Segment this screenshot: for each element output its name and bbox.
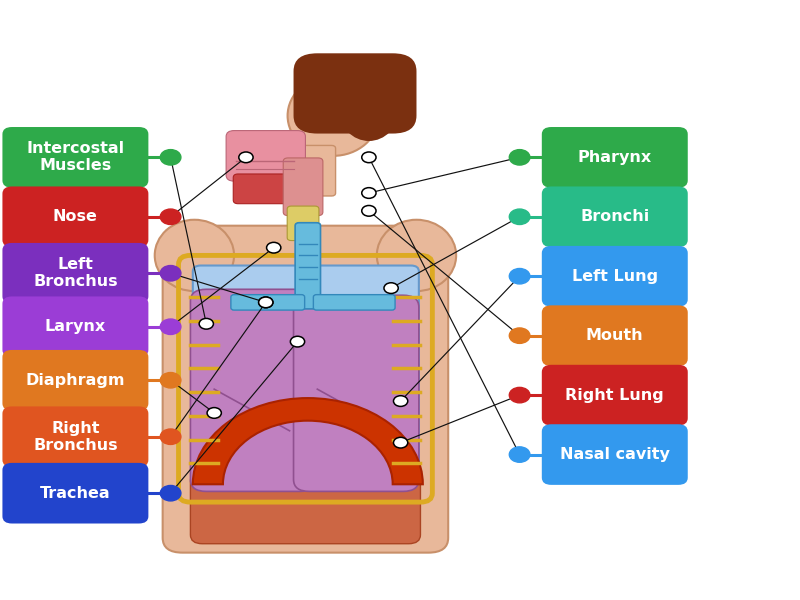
FancyBboxPatch shape <box>292 145 335 196</box>
Text: Nasal cavity: Nasal cavity <box>560 447 670 462</box>
Circle shape <box>160 485 181 501</box>
FancyBboxPatch shape <box>542 127 688 188</box>
Text: Mouth: Mouth <box>586 328 643 343</box>
Text: Left Lung: Left Lung <box>572 269 658 284</box>
FancyBboxPatch shape <box>287 206 319 241</box>
Text: Right
Bronchus: Right Bronchus <box>33 421 118 452</box>
FancyBboxPatch shape <box>542 305 688 366</box>
Text: Trachea: Trachea <box>40 485 110 500</box>
Text: Left
Bronchus: Left Bronchus <box>33 257 118 289</box>
FancyBboxPatch shape <box>294 295 419 491</box>
Text: Right Lung: Right Lung <box>566 388 664 403</box>
FancyBboxPatch shape <box>2 296 148 357</box>
FancyBboxPatch shape <box>283 158 323 215</box>
FancyBboxPatch shape <box>2 350 148 410</box>
FancyBboxPatch shape <box>231 295 305 310</box>
Circle shape <box>258 297 273 308</box>
FancyBboxPatch shape <box>2 127 148 188</box>
Circle shape <box>510 447 530 462</box>
Circle shape <box>394 396 408 406</box>
Ellipse shape <box>287 76 379 156</box>
Circle shape <box>362 188 376 199</box>
FancyBboxPatch shape <box>542 246 688 307</box>
Text: Bronchi: Bronchi <box>580 209 650 224</box>
Text: Intercostal
Muscles: Intercostal Muscles <box>26 142 125 173</box>
Circle shape <box>510 149 530 165</box>
Text: Diaphragm: Diaphragm <box>26 373 125 388</box>
Ellipse shape <box>339 79 398 141</box>
Circle shape <box>207 407 222 418</box>
Circle shape <box>510 388 530 403</box>
Circle shape <box>199 319 214 329</box>
FancyBboxPatch shape <box>234 174 298 204</box>
FancyBboxPatch shape <box>295 223 321 309</box>
Wedge shape <box>193 398 423 484</box>
FancyBboxPatch shape <box>2 406 148 467</box>
Circle shape <box>266 242 281 253</box>
Circle shape <box>510 209 530 224</box>
FancyBboxPatch shape <box>226 131 306 181</box>
Circle shape <box>290 336 305 347</box>
FancyBboxPatch shape <box>2 187 148 247</box>
Circle shape <box>160 149 181 165</box>
Text: Nose: Nose <box>53 209 98 224</box>
FancyBboxPatch shape <box>190 289 316 491</box>
FancyBboxPatch shape <box>2 243 148 304</box>
Circle shape <box>362 152 376 163</box>
Circle shape <box>384 283 398 293</box>
Text: Larynx: Larynx <box>45 319 106 334</box>
Circle shape <box>394 437 408 448</box>
Circle shape <box>160 209 181 224</box>
Circle shape <box>160 429 181 445</box>
Ellipse shape <box>154 220 234 291</box>
Text: Pharynx: Pharynx <box>578 150 652 165</box>
FancyBboxPatch shape <box>162 226 448 553</box>
FancyBboxPatch shape <box>542 365 688 425</box>
Circle shape <box>258 297 273 308</box>
FancyBboxPatch shape <box>190 472 421 544</box>
Circle shape <box>510 328 530 343</box>
FancyBboxPatch shape <box>542 424 688 485</box>
Circle shape <box>160 373 181 388</box>
FancyBboxPatch shape <box>542 187 688 247</box>
Circle shape <box>362 205 376 216</box>
Ellipse shape <box>377 220 456 291</box>
FancyBboxPatch shape <box>294 53 417 134</box>
FancyBboxPatch shape <box>193 266 419 491</box>
FancyBboxPatch shape <box>314 295 395 310</box>
FancyBboxPatch shape <box>2 463 148 524</box>
Circle shape <box>510 268 530 284</box>
Circle shape <box>160 266 181 281</box>
Circle shape <box>239 152 253 163</box>
Circle shape <box>160 319 181 334</box>
